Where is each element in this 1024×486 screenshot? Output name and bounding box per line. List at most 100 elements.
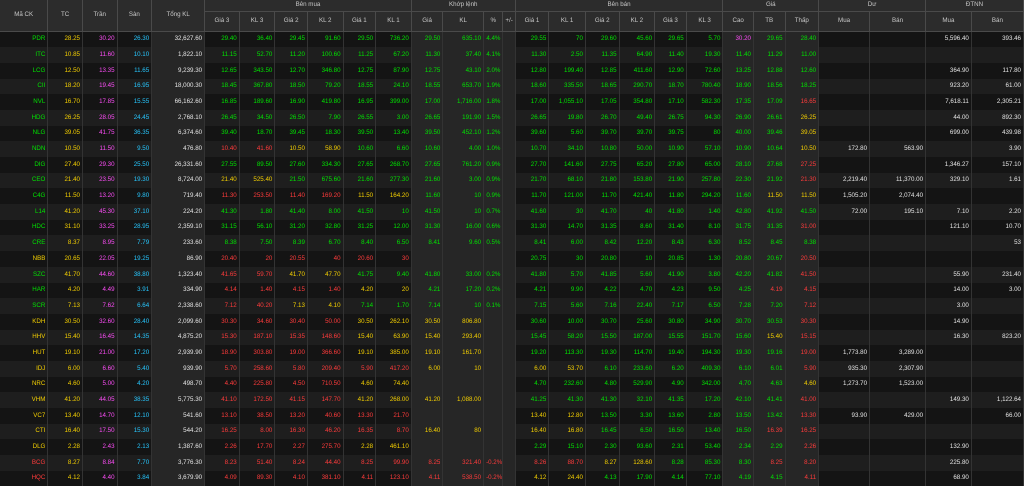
cell-total-volume: 939.90 (152, 361, 205, 377)
cell-ask1-volume: 5.70 (549, 267, 586, 283)
cell-ask2-volume: 354.80 (619, 94, 655, 110)
cell-foreign-sell (971, 471, 1023, 486)
col-bid3-vol[interactable]: KL 3 (239, 12, 275, 32)
cell-symbol[interactable]: PDR (0, 32, 48, 48)
cell-symbol[interactable]: HQC (0, 471, 48, 486)
cell-remain-buy (819, 298, 870, 314)
col-ask3-vol[interactable]: KL 3 (686, 12, 723, 32)
col-match-vol[interactable]: KL (443, 12, 484, 32)
cell-symbol[interactable]: HDC (0, 220, 48, 236)
cell-symbol[interactable]: IDJ (0, 361, 48, 377)
col-bid1-vol[interactable]: KL 1 (376, 12, 412, 32)
col-symbol[interactable]: Mã CK (0, 0, 48, 32)
col-total-volume[interactable]: Tổng KL (152, 0, 205, 32)
cell-foreign-sell: 157.10 (971, 157, 1023, 173)
cell-ask2-price: 39.70 (585, 126, 619, 142)
cell-symbol[interactable]: SCR (0, 298, 48, 314)
cell-symbol[interactable]: DIG (0, 157, 48, 173)
col-match-pct[interactable]: % (484, 12, 503, 32)
cell-low-price: 19.00 (785, 345, 819, 361)
col-bid2-price[interactable]: Giá 2 (275, 12, 308, 32)
cell-symbol[interactable]: HUT (0, 345, 48, 361)
cell-symbol[interactable]: HHV (0, 330, 48, 346)
col-match-price[interactable]: Giá (411, 12, 443, 32)
col-ref[interactable]: TC (48, 0, 83, 32)
col-ask2-price[interactable]: Giá 2 (585, 12, 619, 32)
col-foreign-buy[interactable]: Mua (926, 12, 972, 32)
col-floor[interactable]: Sàn (117, 0, 152, 32)
col-bid3-price[interactable]: Giá 3 (205, 12, 240, 32)
col-high[interactable]: Cao (723, 12, 754, 32)
cell-symbol[interactable]: BCG (0, 455, 48, 471)
col-ask3-price[interactable]: Giá 3 (655, 12, 687, 32)
cell-symbol[interactable]: SZC (0, 267, 48, 283)
col-match-chg[interactable]: +/- (503, 12, 515, 32)
cell-symbol[interactable]: NRC (0, 377, 48, 393)
col-ask1-vol[interactable]: KL 1 (549, 12, 586, 32)
cell-symbol[interactable]: HAR (0, 283, 48, 299)
col-foreign-sell[interactable]: Bán (971, 12, 1023, 32)
col-remain-sell[interactable]: Bán (870, 12, 926, 32)
col-ask2-vol[interactable]: KL 2 (619, 12, 655, 32)
cell-symbol[interactable]: NBB (0, 251, 48, 267)
cell-symbol[interactable]: LCG (0, 63, 48, 79)
cell-symbol[interactable]: NDN (0, 141, 48, 157)
cell-bid2-price: 8.24 (275, 455, 308, 471)
cell-symbol[interactable]: VC7 (0, 408, 48, 424)
cell-symbol[interactable]: L14 (0, 204, 48, 220)
cell-symbol[interactable]: CTI (0, 424, 48, 440)
cell-symbol[interactable]: HDG (0, 110, 48, 126)
col-low[interactable]: Thấp (785, 12, 819, 32)
col-ask1-price[interactable]: Giá 1 (515, 12, 549, 32)
cell-floor-price: 15.55 (117, 94, 152, 110)
cell-ask1-volume: 199.40 (549, 63, 586, 79)
cell-ask2-volume: 6.50 (619, 424, 655, 440)
cell-symbol[interactable]: VHM (0, 392, 48, 408)
col-avg[interactable]: TB (753, 12, 785, 32)
cell-symbol[interactable]: C4G (0, 188, 48, 204)
cell-symbol[interactable]: ITC (0, 47, 48, 63)
cell-match-change (503, 157, 515, 173)
col-bid1-price[interactable]: Giá 1 (343, 12, 376, 32)
cell-symbol[interactable]: NVL (0, 94, 48, 110)
cell-symbol[interactable]: CII (0, 79, 48, 95)
col-remain-buy[interactable]: Mua (819, 12, 870, 32)
cell-symbol[interactable]: CEO (0, 173, 48, 189)
cell-symbol[interactable]: CRE (0, 235, 48, 251)
cell-symbol[interactable]: DLG (0, 439, 48, 455)
cell-ref-price: 11.50 (48, 188, 83, 204)
col-ceiling[interactable]: Trần (82, 0, 117, 32)
cell-symbol[interactable]: KDH (0, 314, 48, 330)
cell-symbol[interactable]: NLG (0, 126, 48, 142)
col-bid2-vol[interactable]: KL 2 (307, 12, 343, 32)
